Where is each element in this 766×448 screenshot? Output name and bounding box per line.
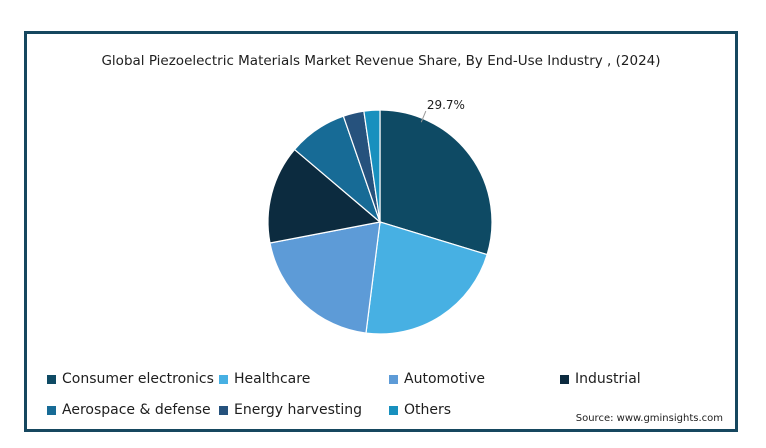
legend-swatch [389, 405, 398, 415]
legend-item-healthcare: Healthcare [219, 371, 310, 387]
legend-swatch [389, 374, 398, 384]
legend-swatch [47, 374, 56, 384]
pie-slice-consumer-electronics [379, 109, 493, 256]
legend-label: Others [404, 402, 452, 418]
legend-swatch [219, 374, 228, 384]
legend-swatch [560, 374, 569, 384]
pie-slice-automotive [269, 221, 381, 334]
data-label-leader [420, 110, 427, 123]
legend-label: Energy harvesting [234, 402, 363, 418]
pie-slice-healthcare [365, 221, 488, 335]
legend-label: Aerospace & defense [62, 402, 211, 418]
legend-label: Automotive [404, 371, 485, 387]
legend-item-automotive: Automotive [389, 371, 485, 387]
pie-slice-others [363, 109, 381, 223]
legend-swatch [219, 405, 228, 415]
legend-item-consumer-electronics: Consumer electronics [47, 371, 214, 387]
pie-slice-industrial [267, 148, 382, 244]
pie-chart: 29.7% [267, 98, 493, 335]
legend-swatch [47, 405, 56, 415]
legend-item-industrial: Industrial [560, 371, 641, 387]
legend-label: Healthcare [234, 371, 311, 387]
source-note: Source: www.gminsights.com [575, 413, 723, 424]
legend-label: Industrial [575, 371, 641, 387]
legend-item-others: Others [389, 402, 451, 418]
legend-label: Consumer electronics [62, 371, 214, 387]
legend-item-energy-harvesting: Energy harvesting [219, 402, 362, 418]
legend-item-aerospace-defense: Aerospace & defense [47, 402, 211, 418]
chart-title: Global Piezoelectric Materials Market Re… [101, 53, 661, 69]
chart-frame: Global Piezoelectric Materials Market Re… [24, 31, 738, 432]
data-label: 29.7% [427, 98, 465, 112]
